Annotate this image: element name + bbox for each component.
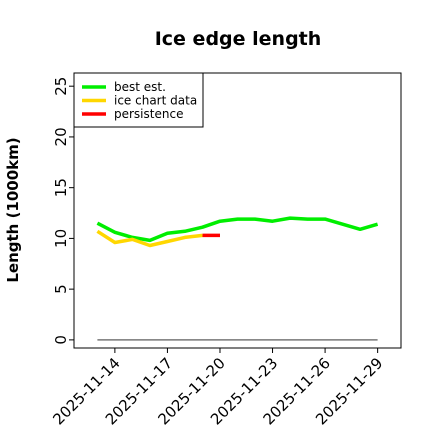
y-tick-label: 5 (52, 284, 70, 294)
y-axis: 0 5 10 15 20 25 (52, 77, 74, 345)
y-tick-label: 15 (52, 178, 70, 197)
series-line-ice-chart-data (96, 229, 203, 248)
y-tick-label: 25 (52, 77, 70, 96)
legend-label-ice-chart-data: ice chart data (114, 94, 197, 108)
series-line-best-est (96, 216, 379, 243)
legend-label-best-est: best est. (114, 80, 166, 94)
x-axis: 2025-11-142025-11-172025-11-202025-11-23… (49, 348, 386, 428)
plot-frame (73, 72, 402, 349)
chart-title: Ice edge length (155, 28, 322, 50)
y-axis-label: Length (1000km) (4, 137, 22, 282)
legend-label-persistence: persistence (114, 107, 183, 121)
y-tick-label: 10 (52, 229, 70, 248)
plot-series (96, 216, 379, 341)
y-tick-label: 20 (52, 127, 70, 146)
y-tick-label: 0 (52, 335, 70, 345)
